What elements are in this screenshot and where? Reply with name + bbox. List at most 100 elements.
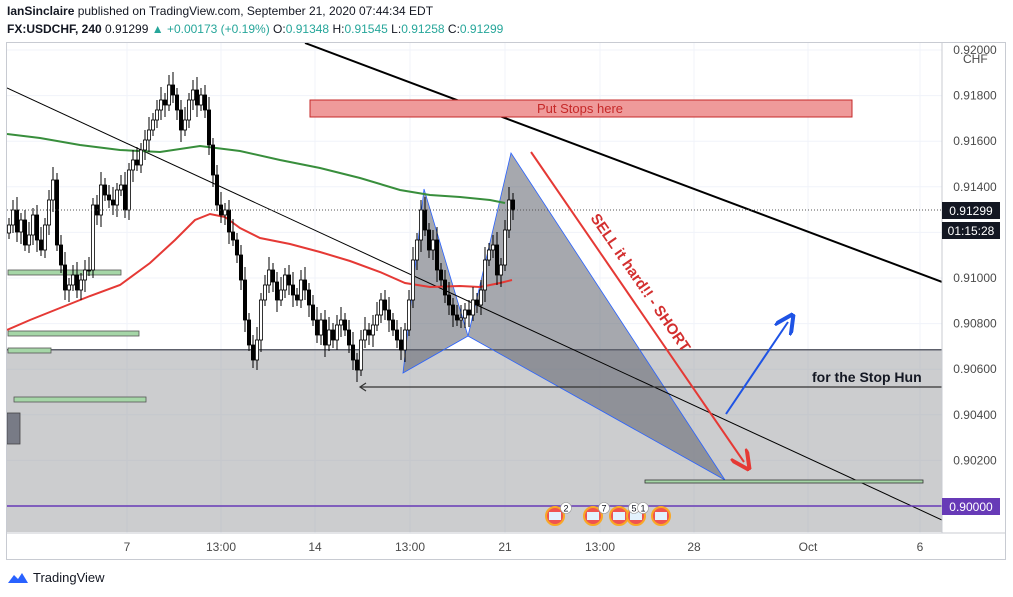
candle-body xyxy=(18,219,23,233)
low-label: L: xyxy=(387,22,402,36)
candle-body xyxy=(238,254,243,281)
candle-body xyxy=(142,139,147,151)
x-tick-label: 21 xyxy=(498,540,512,554)
countdown-text: 01:15:28 xyxy=(948,224,995,238)
candle-body xyxy=(378,299,383,316)
tradingview-logo-icon xyxy=(8,572,28,583)
footer-brand[interactable]: TradingView xyxy=(33,570,105,585)
x-tick-label: 14 xyxy=(308,540,322,554)
time-axis: 7 13:00 14 13:00 21 13:00 28 Oct 6 xyxy=(124,540,924,554)
candle-body xyxy=(482,259,487,291)
candle-body xyxy=(202,94,207,111)
candle-body xyxy=(63,264,68,291)
candle-body xyxy=(154,109,159,121)
x-tick-label: 13:00 xyxy=(395,540,425,554)
currency-label: CHF xyxy=(963,52,988,66)
candle-body xyxy=(282,274,287,291)
candle-body xyxy=(418,209,423,241)
x-tick-label: 6 xyxy=(917,540,924,554)
candle-body xyxy=(111,199,116,206)
candle-body xyxy=(130,159,135,171)
candle-body xyxy=(30,214,35,236)
candle-body xyxy=(498,264,503,276)
candle-body xyxy=(26,234,31,246)
candle-body xyxy=(334,324,339,341)
candle-body xyxy=(194,89,199,106)
candle-body xyxy=(206,109,211,146)
candle-body xyxy=(258,299,263,341)
candle-body xyxy=(298,279,303,301)
candle-body xyxy=(182,119,187,131)
close-label: C: xyxy=(444,22,460,36)
flag-stripe-icon xyxy=(613,512,625,520)
footer: TradingView xyxy=(7,570,105,585)
candle-body xyxy=(83,269,88,281)
candle-body xyxy=(458,317,463,321)
candle-body xyxy=(462,309,467,319)
candle-body xyxy=(266,269,271,286)
candle-body xyxy=(115,189,120,206)
candle-body xyxy=(87,269,92,272)
candle-body xyxy=(318,319,323,336)
candle-body xyxy=(402,329,407,351)
flag-stripe-icon xyxy=(549,512,561,520)
target-box xyxy=(644,479,924,484)
candle-body xyxy=(51,179,56,201)
candle-body xyxy=(234,239,239,256)
x-tick-label: 13:00 xyxy=(585,540,615,554)
open-value: 0.91348 xyxy=(285,22,330,36)
candle-body xyxy=(446,294,451,306)
candle-body xyxy=(478,289,483,306)
left-box-3 xyxy=(7,347,52,354)
symbol-label: FX:USDCHF, 240 xyxy=(7,22,102,36)
candle-body xyxy=(306,289,311,306)
candle-body xyxy=(222,209,227,216)
stop-hunt-arrowhead xyxy=(358,382,367,392)
candle-body xyxy=(502,229,507,266)
candle-body xyxy=(494,244,499,276)
candle-body xyxy=(119,184,124,191)
x-tick-label: 13:00 xyxy=(206,540,236,554)
candle-body xyxy=(214,174,219,206)
up-arrow xyxy=(725,322,788,415)
left-box-5 xyxy=(7,412,21,445)
level-tag xyxy=(942,498,1000,515)
candle-body xyxy=(242,279,247,321)
x-tick-label: 7 xyxy=(124,540,131,554)
y-tick-label: 0.91000 xyxy=(953,271,997,285)
candle-body xyxy=(103,184,108,196)
candle-body xyxy=(322,319,327,346)
candle-body xyxy=(55,179,60,246)
candle-body xyxy=(71,274,76,286)
candle-body xyxy=(22,219,27,246)
candle-body xyxy=(454,314,459,321)
event-count-badge xyxy=(560,502,572,514)
y-tick-label: 0.91400 xyxy=(953,180,997,194)
candle-body xyxy=(14,209,19,233)
stops-box xyxy=(309,99,853,118)
candle-body xyxy=(210,144,215,176)
candle-body xyxy=(123,184,128,211)
author-name[interactable]: IanSinclaire xyxy=(7,4,75,18)
left-box-4 xyxy=(13,396,147,403)
candle-body xyxy=(47,199,52,226)
ohlc-legend: FX:USDCHF, 240 0.91299 ▲ +0.00173 (+0.19… xyxy=(7,22,503,36)
countdown-tag xyxy=(942,222,1000,239)
candle-body xyxy=(374,314,379,326)
y-tick-label: 0.92000 xyxy=(953,43,997,57)
candle-body xyxy=(134,159,139,166)
sell-arrow xyxy=(530,151,744,462)
x-tick-label: Oct xyxy=(799,540,818,554)
close-value: 0.91299 xyxy=(459,22,504,36)
candle-body xyxy=(466,309,471,316)
candle-body xyxy=(162,99,167,106)
candle-body xyxy=(39,239,44,251)
price-axis: 0.920000.918000.916000.914000.912000.910… xyxy=(953,43,997,513)
candle-body xyxy=(430,239,435,251)
candle-body xyxy=(178,109,183,131)
candle-body xyxy=(390,319,395,331)
low-value: 0.91258 xyxy=(401,22,445,36)
candle-body xyxy=(186,99,191,121)
